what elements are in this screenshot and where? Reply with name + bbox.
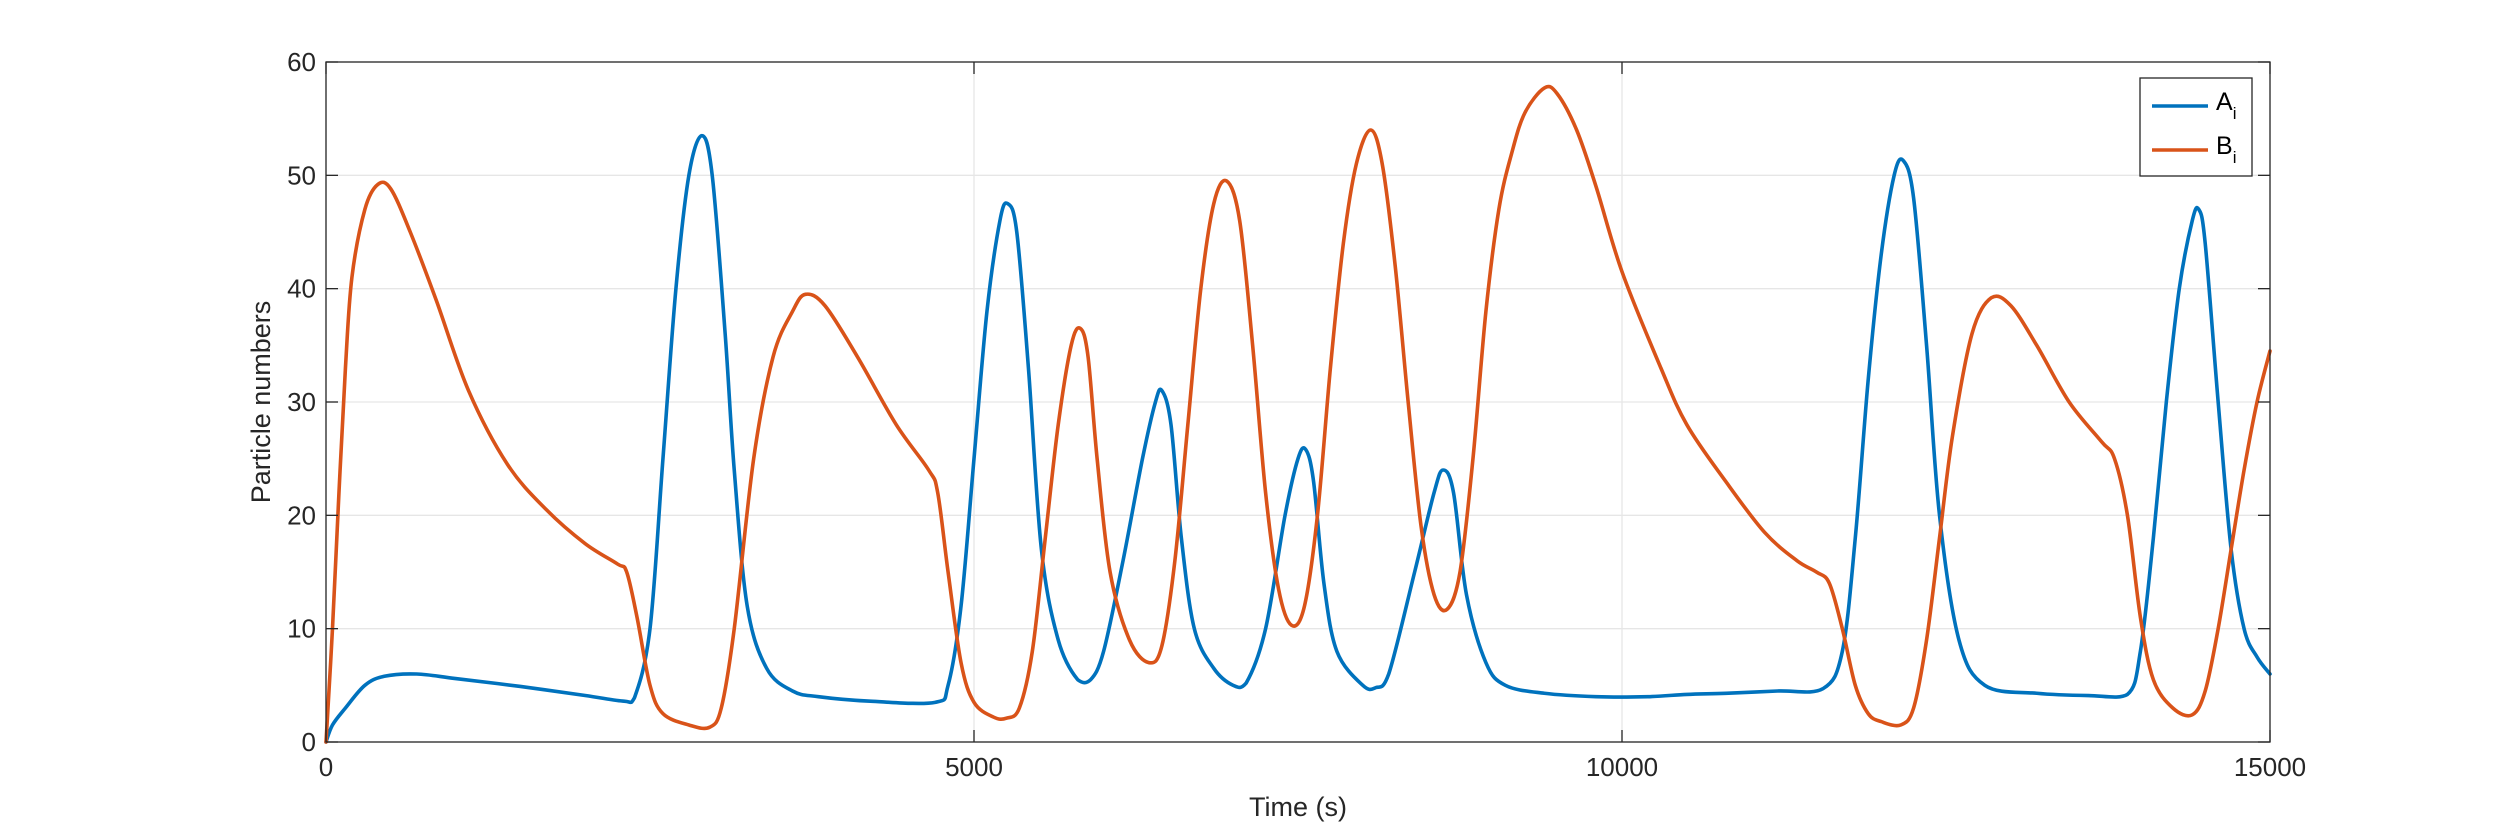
legend-entry-subscript: i: [2233, 104, 2237, 123]
y-tick-label: 50: [287, 160, 316, 190]
legend-entry-name: B: [2216, 132, 2233, 160]
x-tick-label: 0: [319, 752, 333, 782]
ticks: 0 5000 10000 15000 0 10 20 30 40 50 60: [287, 47, 2306, 782]
series-line-a: [324, 133, 2272, 744]
x-tick-label: 15000: [2234, 752, 2306, 782]
y-tick-label: 40: [287, 274, 316, 304]
series-line-b: [324, 84, 2272, 744]
legend-box: [2139, 77, 2253, 177]
x-tick-label: 10000: [1586, 752, 1658, 782]
y-tick-label: 30: [287, 387, 316, 417]
legend-entry-subscript: i: [2233, 148, 2237, 167]
legend-entry-name: A: [2216, 88, 2233, 116]
y-axis-title: Particle numbers: [246, 301, 276, 504]
x-tick-label: 5000: [945, 752, 1003, 782]
x-axis-title: Time (s): [1249, 792, 1347, 822]
series-layer: [324, 84, 2272, 744]
legend-entry-b: Bi: [2216, 132, 2236, 167]
y-tick-label: 60: [287, 47, 316, 77]
y-tick-label: 10: [287, 614, 316, 644]
y-tick-label: 0: [302, 727, 316, 757]
legend-entry-a: Ai: [2216, 88, 2236, 123]
y-tick-label: 20: [287, 500, 316, 530]
